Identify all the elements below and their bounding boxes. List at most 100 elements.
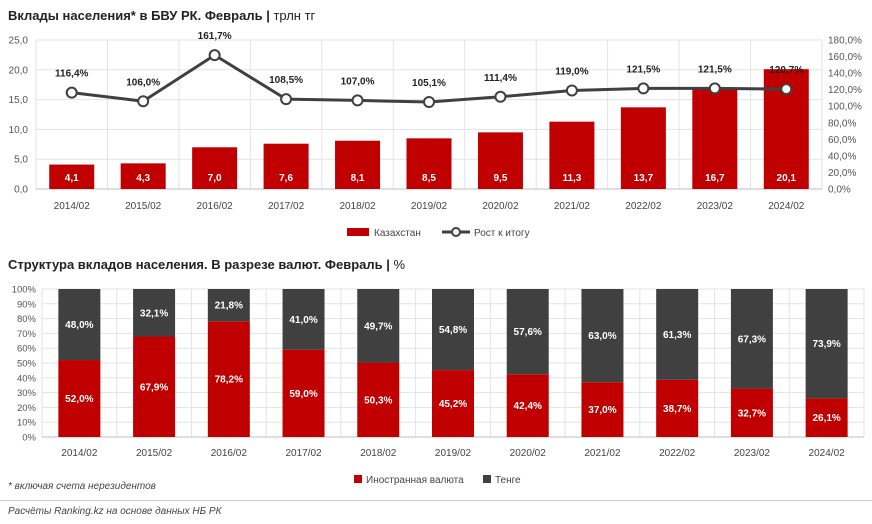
growth-value-label: 121,5% (698, 64, 732, 75)
x-tick-label: 2023/02 (734, 448, 771, 459)
source-note: Расчёты Ranking.kz на основе данных НБ Р… (8, 506, 222, 517)
bar-tenge (282, 289, 325, 350)
bar-value-label: 7,0 (208, 173, 222, 184)
tenge-value-label: 48,0% (65, 320, 93, 331)
growth-point (351, 94, 364, 107)
y-tick-left: 20,0 (9, 65, 29, 76)
y-tick: 100% (12, 285, 37, 296)
legend-label-growth: Рост к итогу (474, 228, 530, 239)
x-tick-label: 2017/02 (268, 201, 305, 212)
growth-point (708, 82, 721, 95)
y-tick-right: 60,0% (828, 135, 856, 146)
growth-value-label: 116,4% (55, 69, 88, 80)
bar-tenge (656, 289, 699, 380)
bar (620, 107, 666, 189)
bar-foreign-currency (58, 360, 101, 437)
footnote: * включая счета нерезидентов (8, 481, 156, 492)
y-tick-right: 0,0% (828, 185, 851, 196)
x-tick-label: 2021/02 (554, 201, 591, 212)
foreign-value-label: 78,2% (215, 375, 243, 386)
chart1-title: Вклады населения* в БВУ РК. Февраль | тр… (8, 8, 316, 23)
y-tick-right: 120,0% (828, 85, 862, 96)
tenge-value-label: 63,0% (588, 331, 616, 342)
deposits-chart: 0,0 5,0 10,0 15,0 20,0 25,0 0,0% 20,0% 40,0% 60,0… (9, 31, 862, 239)
growth-point (780, 83, 793, 96)
y-tick: 20% (17, 403, 37, 414)
growth-value-label: 161,7% (198, 31, 232, 42)
foreign-value-label: 38,7% (663, 404, 691, 415)
y-tick-right: 160,0% (828, 52, 862, 63)
y-tick: 30% (17, 388, 37, 399)
y-tick-right: 140,0% (828, 69, 862, 80)
y-tick: 10% (17, 418, 37, 429)
growth-point (280, 93, 293, 106)
tenge-value-label: 67,3% (738, 334, 766, 345)
growth-point (137, 95, 150, 108)
bar-foreign-currency (805, 398, 848, 437)
bar-foreign-currency (432, 370, 474, 437)
bar-tenge (730, 289, 773, 389)
growth-point (565, 84, 578, 97)
bar (692, 89, 738, 189)
growth-point (494, 90, 507, 103)
growth-value-label: 105,1% (412, 78, 446, 89)
growth-point (637, 82, 650, 95)
foreign-value-label: 26,1% (812, 413, 840, 424)
growth-value-label: 121,5% (626, 64, 660, 75)
foreign-value-label: 52,0% (65, 394, 93, 405)
legend-swatch-kazakhstan (347, 228, 369, 236)
bar (406, 138, 452, 189)
y-tick-right: 20,0% (828, 168, 856, 179)
x-tick-label: 2018/02 (360, 448, 397, 459)
bar-foreign-currency (506, 374, 549, 437)
bar (263, 143, 309, 189)
legend-label-tenge: Тенге (495, 475, 521, 486)
y-tick-left: 0,0 (14, 185, 28, 196)
growth-value-label: 108,5% (269, 75, 303, 86)
y-tick: 0% (22, 433, 36, 444)
tenge-value-label: 57,6% (514, 327, 542, 338)
bar-value-label: 9,5 (494, 173, 508, 184)
tenge-value-label: 41,0% (289, 315, 317, 326)
y-tick-left: 5,0 (14, 155, 28, 166)
y-tick: 70% (17, 329, 37, 340)
y-tick-left: 15,0 (9, 95, 29, 106)
bar-foreign-currency (656, 379, 699, 437)
bar-tenge (207, 289, 250, 322)
tenge-value-label: 21,8% (215, 301, 243, 312)
x-tick-label: 2019/02 (435, 448, 472, 459)
y-tick-right: 100,0% (828, 102, 862, 113)
tenge-value-label: 73,9% (812, 339, 840, 350)
legend-label-kazakhstan: Казахстан (374, 228, 421, 239)
x-tick-label: 2024/02 (809, 448, 846, 459)
bar-tenge (506, 289, 549, 375)
tenge-value-label: 61,3% (663, 330, 691, 341)
y-tick: 50% (17, 359, 37, 370)
x-tick-label: 2017/02 (285, 448, 322, 459)
x-tick-label: 2016/02 (197, 201, 234, 212)
growth-value-label: 107,0% (341, 76, 375, 87)
bar (335, 140, 381, 189)
growth-value-label: 120,7% (769, 65, 803, 76)
bar-tenge (133, 289, 176, 337)
bar-value-label: 20,1 (777, 173, 797, 184)
tenge-value-label: 49,7% (364, 321, 392, 332)
x-tick-label: 2024/02 (768, 201, 805, 212)
x-tick-label: 2018/02 (339, 201, 376, 212)
x-tick-label: 2015/02 (136, 448, 173, 459)
bar-tenge (357, 289, 400, 363)
x-tick-label: 2022/02 (659, 448, 696, 459)
bar-foreign-currency (357, 362, 400, 437)
bar-value-label: 4,3 (136, 173, 150, 184)
foreign-value-label: 59,0% (289, 389, 317, 400)
growth-point (208, 49, 221, 62)
growth-value-label: 111,4% (484, 73, 517, 84)
foreign-value-label: 37,0% (588, 405, 616, 416)
y-tick: 40% (17, 373, 37, 384)
bar-tenge (581, 289, 624, 383)
y-tick-left: 25,0 (9, 36, 29, 47)
x-tick-label: 2022/02 (625, 201, 662, 212)
tenge-value-label: 32,1% (140, 308, 168, 319)
currency-structure-chart: 0% 10% 20% 30% 40% 50% 60% 70% 80% 90% 100% 52,0% 48… (12, 285, 865, 486)
bar (120, 163, 166, 189)
